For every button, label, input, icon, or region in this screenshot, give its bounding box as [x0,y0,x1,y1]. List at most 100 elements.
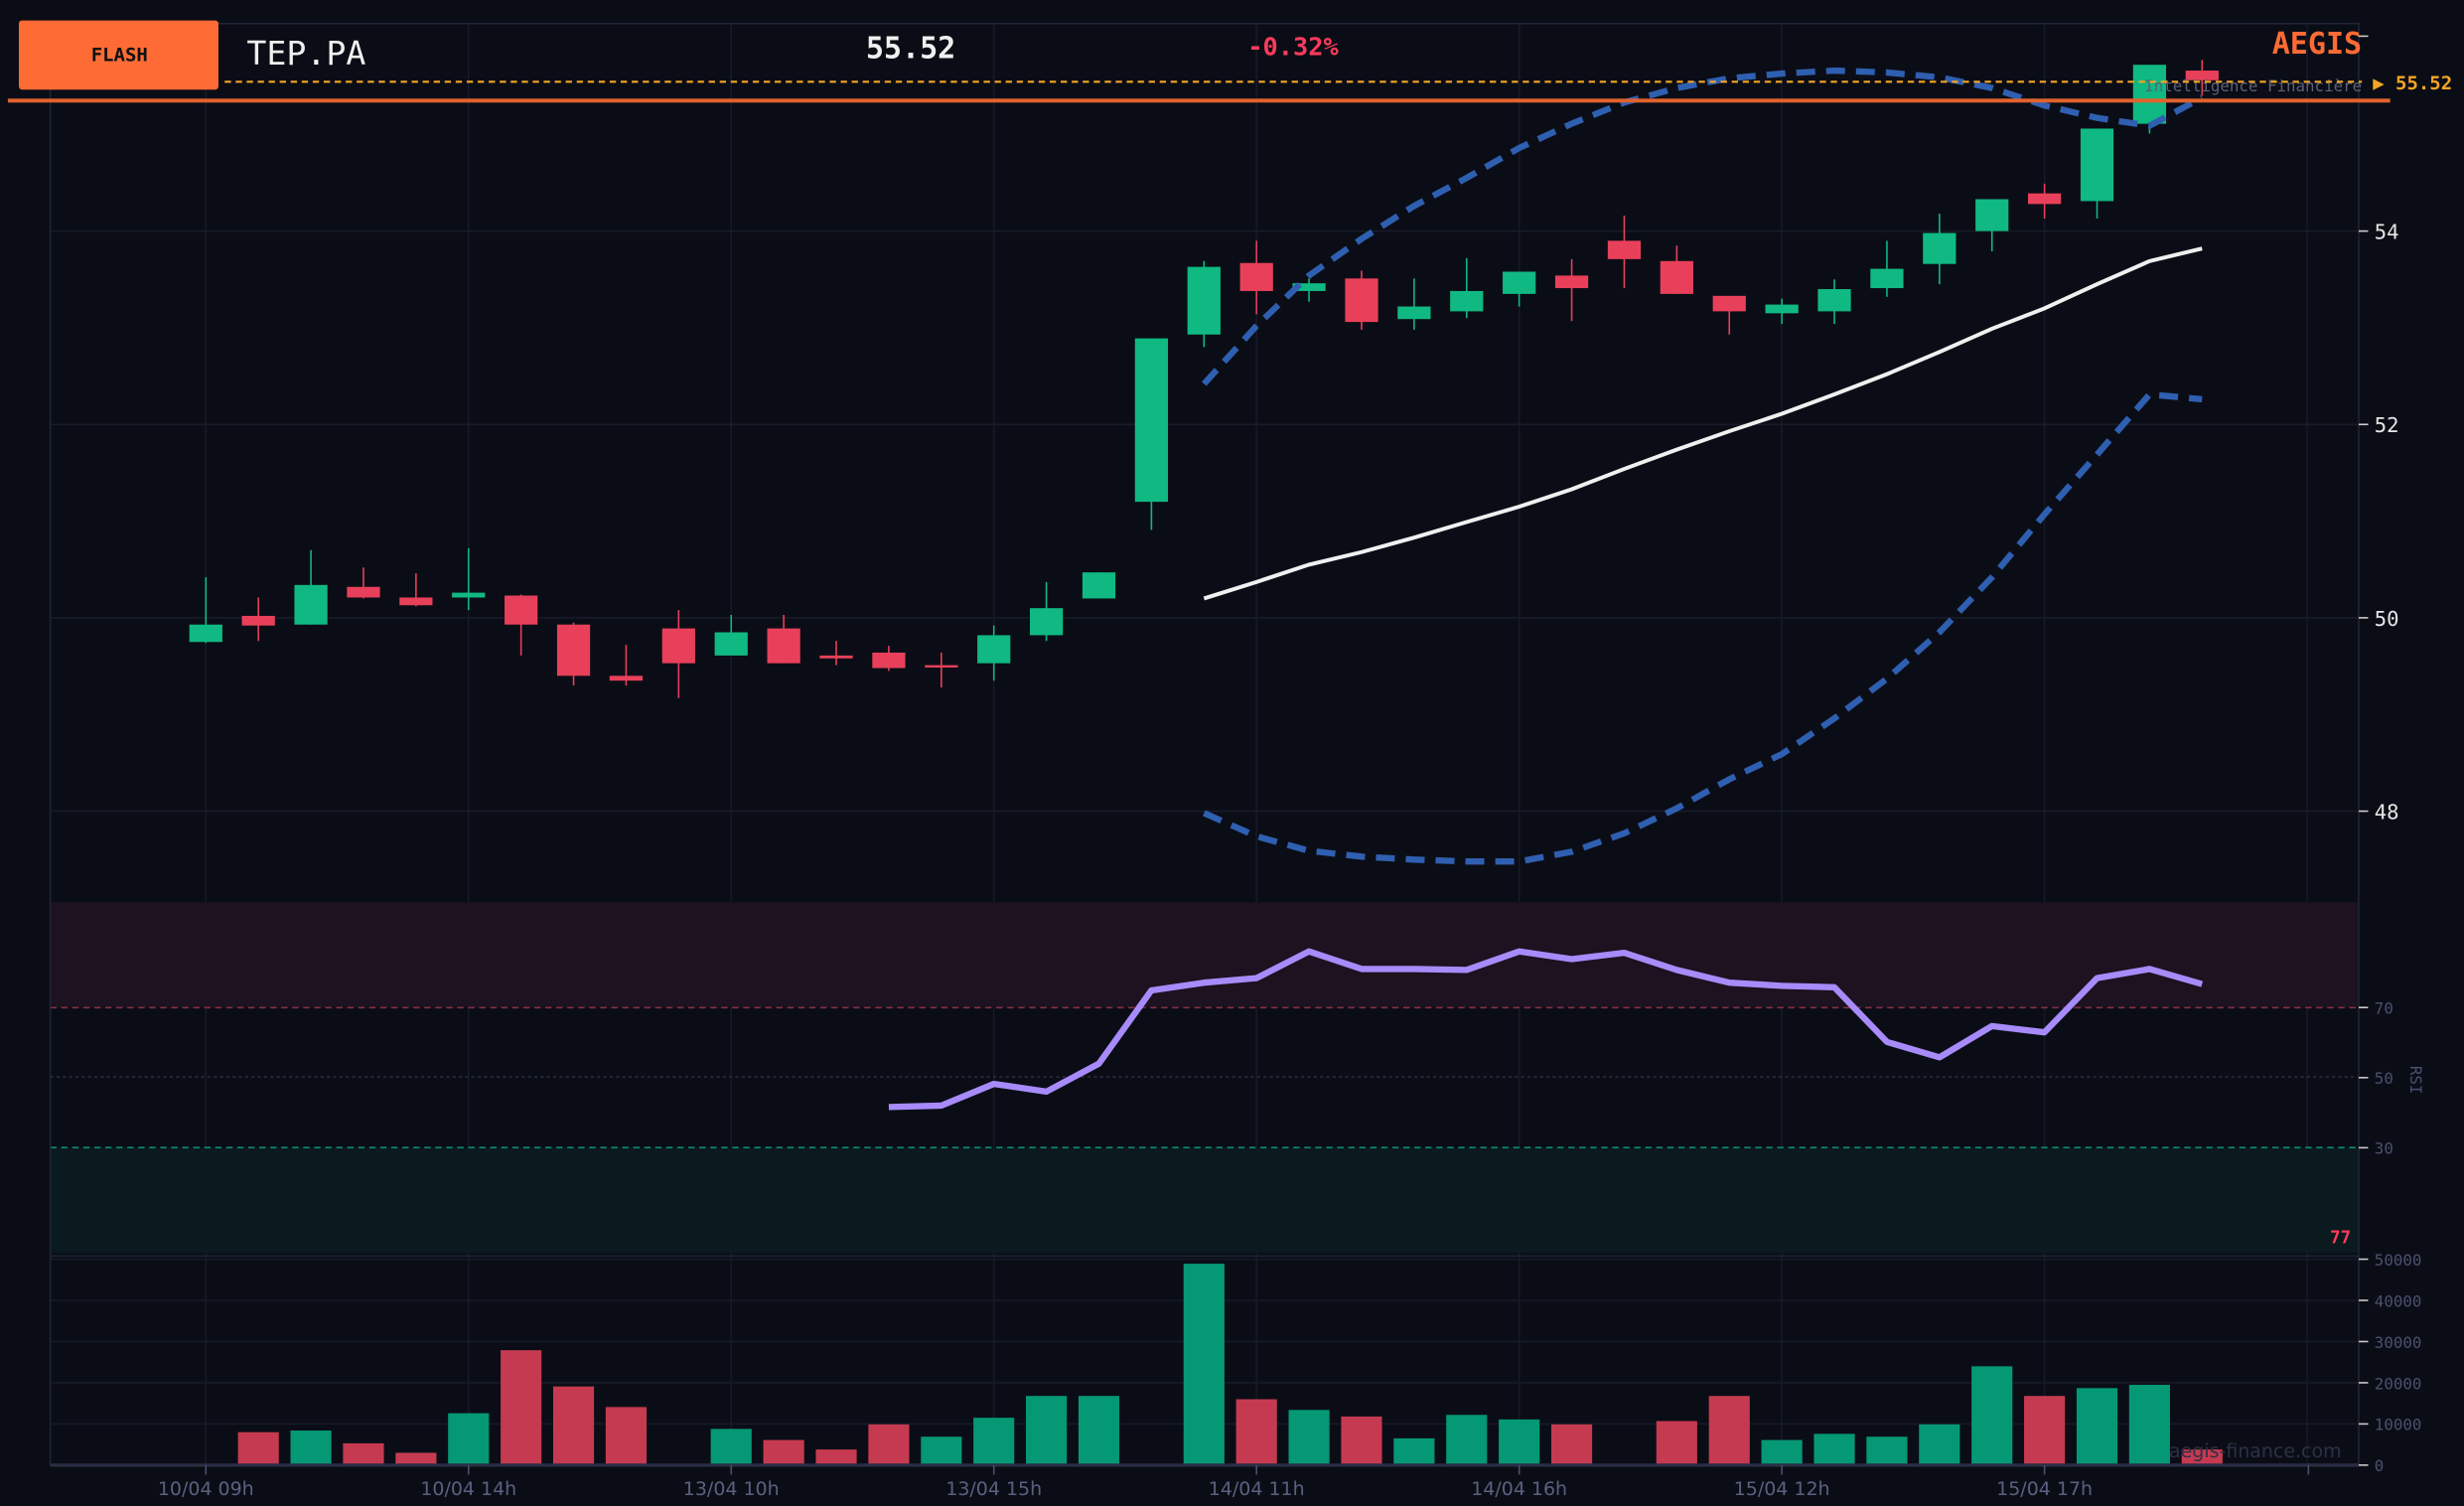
candle [767,614,800,664]
volume-axis-label: 0 [2375,1456,2385,1475]
candle-body [2080,128,2114,202]
last-price-label: ▶ 55.52 [2373,73,2452,94]
time-axis-label: 13/04 15h [945,1478,1042,1500]
candle-body [609,676,644,681]
candle-body [819,655,853,659]
volume-panel [237,1264,2223,1465]
candle [1450,257,1484,319]
axes: 54 52 50 48 70 50 30 RSI 77 50000 40000 30000 20000 1… [50,35,2425,1500]
price-axis-label: 52 [2375,413,2399,437]
time-axis-label: 13/04 10h [683,1478,780,1500]
bollinger-middle-line [1203,246,2203,601]
candle-body [556,624,591,677]
candle-body [399,597,433,606]
bollinger-lower-line [1203,390,2203,865]
candle-body [2027,193,2062,205]
candle-body [1503,271,1536,294]
volume-bar [343,1442,384,1465]
candle-body [1082,572,1116,599]
candle-body [767,628,800,664]
candle [872,646,906,672]
price-axis-label: 50 [2375,607,2399,631]
candle [1660,245,1693,294]
candle-body [1134,338,1169,503]
flash-badge [18,20,218,90]
candle-body [1554,275,1589,289]
candle-body [347,586,380,598]
candle [661,610,695,698]
flash-badge-label: FLASH [91,45,148,67]
candle-body [189,624,222,643]
time-axis-label: 15/04 17h [1996,1478,2093,1500]
candle [1134,338,1169,530]
rsi-oversold-zone [50,1147,2359,1254]
rsi-overbought-zone [50,902,2359,1008]
candle-body [241,615,275,626]
candle [2080,128,2114,219]
volume-bar [973,1418,1015,1465]
symbol: TEP.PA [246,34,365,73]
candle [241,597,275,642]
candle [399,573,433,607]
candle [1239,240,1273,315]
volume-bar [1550,1424,1593,1465]
volume-bar [815,1449,857,1465]
candle-body [1607,240,1642,259]
candle [1712,295,1746,335]
time-axis-label: 10/04 14h [420,1478,516,1500]
time-axis-label: 14/04 16h [1471,1478,1567,1500]
candle-body [1975,199,2009,231]
candle [1345,270,1378,330]
volume-axis-label: 20000 [2375,1374,2422,1393]
volume-bar [1813,1433,1855,1465]
price-axis-label: 54 [2375,221,2399,244]
volume-bar [1026,1396,1068,1465]
candle [1765,298,1799,325]
rsi-axis-label: 70 [2375,999,2393,1018]
candle [1817,279,1851,325]
brand-tagline: Intelligence Financière [2144,76,2362,95]
price-axis-label: 48 [2375,800,2399,824]
time-axis-label: 10/04 09h [158,1478,254,1500]
candle-body [2132,65,2167,124]
rsi-axis-label: 50 [2375,1069,2393,1088]
candle-body [2185,71,2219,80]
volume-bar [763,1439,804,1465]
volume-axis-label: 30000 [2375,1333,2422,1352]
volume-axis-label: 10000 [2375,1416,2422,1434]
volume-bar [1499,1419,1540,1465]
rsi-line [888,948,2204,1111]
volume-bar [1235,1399,1277,1465]
time-axis-label: 15/04 12h [1734,1478,1830,1500]
candle [977,625,1011,681]
volume-bar [1708,1396,1750,1465]
volume-bar [2128,1385,2170,1465]
price-change: -0.32% [1247,32,1339,61]
candle [925,652,958,687]
candle [1554,258,1589,322]
volume-bar [921,1436,962,1465]
brand-logo: AEGIS [2272,27,2362,62]
rsi-current-value: 77 [2330,1229,2351,1249]
volume-bar [237,1431,279,1465]
candle [819,641,853,666]
candle-body [1239,262,1273,291]
candle-body [872,652,906,669]
candle-body [1660,260,1693,294]
volume-bar [395,1452,437,1465]
candle [452,547,486,611]
rsi-axis-title: RSI [2406,1066,2425,1095]
candle-body [294,584,328,625]
candle [189,577,222,644]
candle [714,614,748,656]
volume-bar [552,1386,595,1465]
candle-body [1187,266,1221,335]
candle [1082,572,1116,599]
watermark: aegis-finance.com [2169,1440,2342,1462]
volume-axis-label: 40000 [2375,1291,2422,1310]
time-axis-label: 14/04 11h [1209,1478,1305,1500]
candle [1975,199,2009,252]
candle-body [1450,290,1484,312]
